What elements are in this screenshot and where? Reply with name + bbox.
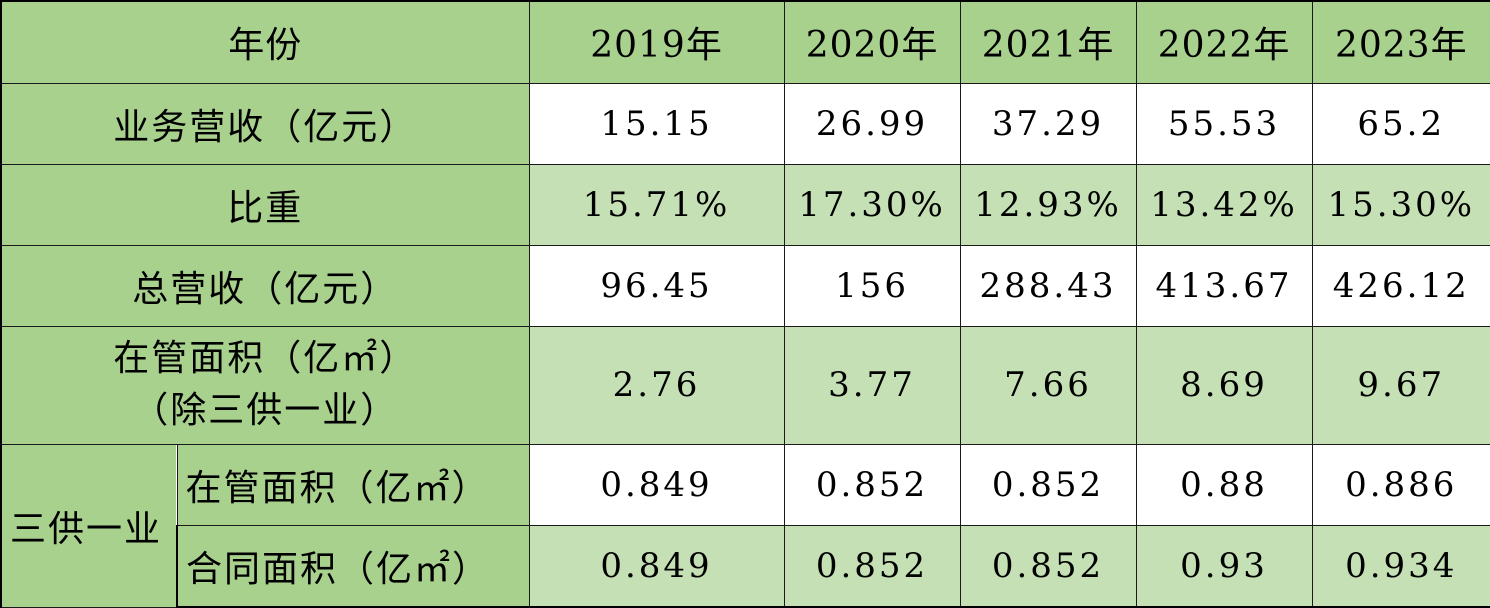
- header-row: 年份 2019年 2020年 2021年 2022年 2023年: [0, 0, 1490, 84]
- row-label-business-revenue: 业务营收（亿元）: [0, 82, 530, 165]
- cell-total-revenue-2021: 288.43: [959, 244, 1137, 327]
- cell-group-contract-area-2021: 0.852: [959, 524, 1137, 608]
- row-label-group-contract-area: 合同面积（亿㎡）: [175, 524, 530, 608]
- year-header-2021: 2021年: [959, 0, 1137, 84]
- cell-total-revenue-2020: 156: [783, 244, 961, 327]
- cell-group-contract-area-2019: 0.849: [528, 524, 785, 608]
- table-row-total-revenue: 总营收（亿元） 96.45 156 288.43 413.67 426.12: [0, 244, 1490, 327]
- cell-group-managed-area-2023: 0.886: [1311, 443, 1490, 526]
- row-label-managed-area-line2: （除三供一业）: [132, 390, 399, 431]
- year-header-label: 年份: [0, 0, 530, 84]
- cell-group-managed-area-2022: 0.88: [1135, 443, 1313, 526]
- cell-total-revenue-2019: 96.45: [528, 244, 785, 327]
- cell-business-revenue-2020: 26.99: [783, 82, 961, 165]
- cell-share-2022: 13.42%: [1135, 163, 1313, 246]
- year-header-2020: 2020年: [783, 0, 961, 84]
- table-row-share: 比重 15.71% 17.30% 12.93% 13.42% 15.30%: [0, 163, 1490, 246]
- cell-business-revenue-2019: 15.15: [528, 82, 785, 165]
- cell-managed-area-2021: 7.66: [959, 325, 1137, 445]
- row-label-managed-area: 在管面积（亿㎡） （除三供一业）: [0, 325, 530, 445]
- cell-group-contract-area-2020: 0.852: [783, 524, 961, 608]
- cell-share-2023: 15.30%: [1311, 163, 1490, 246]
- cell-business-revenue-2022: 55.53: [1135, 82, 1313, 165]
- cell-managed-area-2020: 3.77: [783, 325, 961, 445]
- cell-group-managed-area-2019: 0.849: [528, 443, 785, 526]
- cell-group-contract-area-2023: 0.934: [1311, 524, 1490, 608]
- group-label: 三供一业: [0, 443, 178, 608]
- year-header-2022: 2022年: [1135, 0, 1313, 84]
- cell-managed-area-2019: 2.76: [528, 325, 785, 445]
- cell-group-contract-area-2022: 0.93: [1135, 524, 1313, 608]
- row-label-managed-area-line1: 在管面积（亿㎡）: [113, 338, 418, 379]
- year-header-2019: 2019年: [528, 0, 785, 84]
- cell-managed-area-2023: 9.67: [1311, 325, 1490, 445]
- cell-business-revenue-2021: 37.29: [959, 82, 1137, 165]
- cell-business-revenue-2023: 65.2: [1311, 82, 1490, 165]
- cell-share-2020: 17.30%: [783, 163, 961, 246]
- cell-share-2021: 12.93%: [959, 163, 1137, 246]
- cell-group-managed-area-2021: 0.852: [959, 443, 1137, 526]
- cell-share-2019: 15.71%: [528, 163, 785, 246]
- year-header-2023: 2023年: [1311, 0, 1490, 84]
- row-label-group-managed-area: 在管面积（亿㎡）: [176, 443, 530, 526]
- table-row-managed-area: 在管面积（亿㎡） （除三供一业） 2.76 3.77 7.66 8.69 9.6…: [0, 325, 1490, 445]
- cell-total-revenue-2022: 413.67: [1135, 244, 1313, 327]
- table-row-group-contract-area: 合同面积（亿㎡） 0.849 0.852 0.852 0.93 0.934: [1, 524, 1490, 608]
- cell-managed-area-2022: 8.69: [1135, 325, 1313, 445]
- cell-group-managed-area-2020: 0.852: [783, 443, 961, 526]
- table-row-group-managed-area: 三供一业 在管面积（亿㎡） 0.849 0.852 0.852 0.88 0.8…: [0, 443, 1490, 608]
- cell-total-revenue-2023: 426.12: [1311, 244, 1490, 327]
- row-label-total-revenue: 总营收（亿元）: [0, 244, 530, 327]
- table-row-business-revenue: 业务营收（亿元） 15.15 26.99 37.29 55.53 65.2: [0, 82, 1490, 165]
- row-label-share: 比重: [0, 163, 530, 246]
